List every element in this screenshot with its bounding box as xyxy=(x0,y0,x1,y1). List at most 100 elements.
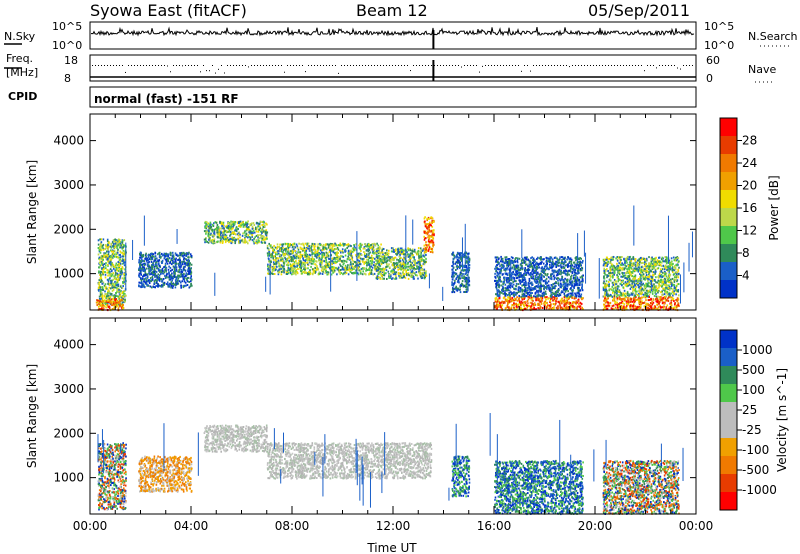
freq-point xyxy=(452,65,453,66)
freq-point xyxy=(428,65,429,66)
echo-cell xyxy=(272,261,275,264)
echo-cell xyxy=(120,267,122,270)
echo-cell xyxy=(97,286,100,289)
echo-cell xyxy=(104,264,107,267)
echo-cell xyxy=(304,255,306,258)
echo-cell xyxy=(327,246,330,249)
echo-cell xyxy=(123,253,125,255)
echo-cell xyxy=(391,272,394,274)
echo-cell xyxy=(176,276,178,279)
echo-cell xyxy=(427,223,429,226)
freq-point xyxy=(551,65,552,66)
echo-cell xyxy=(303,265,306,268)
echo-cell xyxy=(431,221,433,224)
echo-cell xyxy=(273,244,275,247)
echo-cell xyxy=(560,298,563,301)
echo-cell xyxy=(170,286,172,289)
echo-cell xyxy=(143,267,146,270)
echo-cell xyxy=(247,236,249,239)
echo-cell xyxy=(185,264,187,266)
freq-point xyxy=(455,65,456,66)
echo-cell xyxy=(181,271,183,274)
echo-cell xyxy=(108,255,110,258)
echo-cell xyxy=(386,249,388,252)
echo-cell xyxy=(153,282,156,285)
echo-cell xyxy=(428,248,430,251)
echo-cell xyxy=(332,271,334,274)
echo-cell xyxy=(348,252,350,255)
echo-cell xyxy=(420,249,423,252)
echo-cell xyxy=(113,284,116,287)
echo-cell xyxy=(184,262,186,265)
freq-point xyxy=(92,65,93,66)
echo-cell xyxy=(456,255,459,258)
echo-cell xyxy=(366,262,368,265)
echo-cell xyxy=(101,288,103,291)
freq-point xyxy=(665,65,666,66)
freq-point xyxy=(485,65,486,66)
echo-cell xyxy=(268,242,270,245)
freq-point xyxy=(155,65,156,66)
echo-cell xyxy=(371,245,374,248)
echo-cell xyxy=(358,260,361,263)
echo-cell xyxy=(151,275,154,278)
echo-cell xyxy=(220,227,222,230)
echo-cell xyxy=(99,242,102,245)
echo-cell xyxy=(371,254,373,257)
echo-cell xyxy=(157,277,159,280)
echo-cell xyxy=(318,253,320,256)
echo-cell xyxy=(185,255,187,257)
nsky-strip: N.Sky 10^5 10^0 10^5 10^0 N.Search xyxy=(4,20,798,52)
echo-cell xyxy=(174,286,177,289)
freq-point xyxy=(137,65,138,66)
echo-cell xyxy=(187,272,190,275)
echo-cell xyxy=(409,249,412,252)
freq-point xyxy=(233,65,234,66)
echo-cell xyxy=(108,241,110,244)
echo-cell xyxy=(504,307,507,310)
echo-cell xyxy=(123,264,126,267)
echo-cell xyxy=(158,252,160,255)
freq-point xyxy=(212,65,213,66)
echo-cell xyxy=(371,262,373,265)
echo-cell xyxy=(413,256,415,259)
echo-cell xyxy=(104,290,106,293)
echo-cell xyxy=(98,289,100,292)
echo-cell xyxy=(353,249,356,252)
echo-cell xyxy=(280,266,282,268)
echo-cell xyxy=(399,273,401,276)
echo-cell xyxy=(103,299,106,302)
echo-cell xyxy=(293,261,296,264)
echo-cell xyxy=(97,247,100,249)
echo-cell xyxy=(468,257,471,260)
echo-cell xyxy=(296,246,299,249)
freq-point xyxy=(509,65,510,66)
echo-cell xyxy=(351,272,353,275)
echo-cell xyxy=(107,282,109,285)
echo-cell xyxy=(173,258,175,260)
echo-cell xyxy=(287,246,290,249)
echo-cell xyxy=(207,232,210,235)
echo-cell xyxy=(123,261,125,264)
echo-cell xyxy=(454,287,457,290)
echo-cell xyxy=(314,251,316,254)
echo-cell xyxy=(227,221,229,224)
echo-cell xyxy=(413,250,416,253)
echo-cell xyxy=(343,268,345,271)
echo-cell xyxy=(378,251,380,253)
echo-cell xyxy=(122,246,124,249)
echo-cell xyxy=(121,241,124,244)
echo-cell xyxy=(190,267,192,270)
echo-cell xyxy=(165,270,167,273)
freq-point xyxy=(494,65,495,66)
echo-cell xyxy=(98,302,100,305)
echo-cell xyxy=(520,300,523,303)
echo-cell xyxy=(317,268,320,271)
echo-cell xyxy=(124,289,126,292)
echo-cell xyxy=(172,265,175,268)
echo-cell xyxy=(373,261,375,264)
echo-cell xyxy=(346,258,349,260)
echo-cell xyxy=(569,302,572,304)
echo-cell xyxy=(240,224,242,227)
echo-cell xyxy=(121,292,123,295)
